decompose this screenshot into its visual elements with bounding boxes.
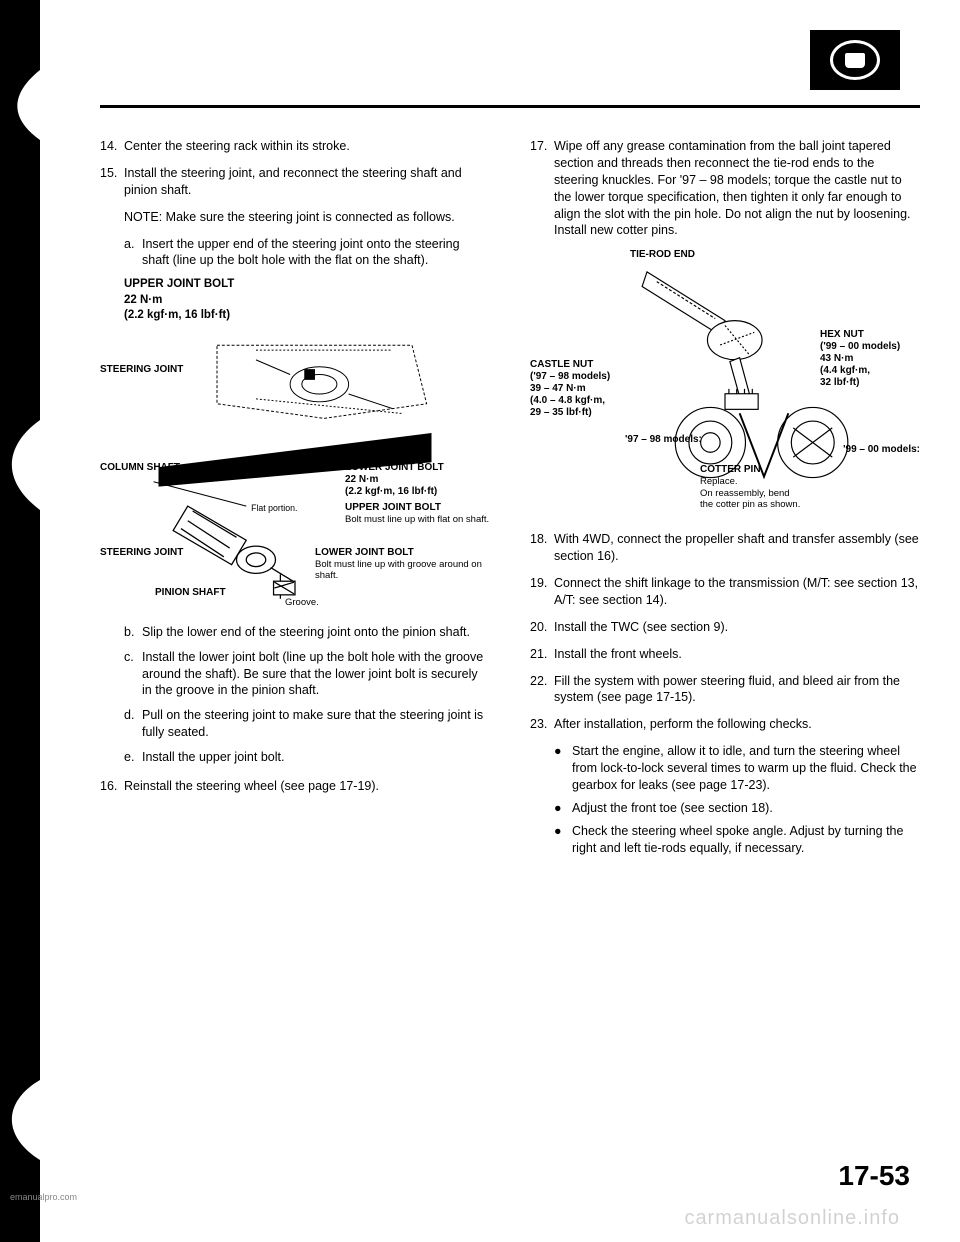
label-steering-joint-bottom: STEERING JOINT [100, 547, 183, 559]
label-cotter-pin: COTTER PIN Replace. On reassembly, bend … [700, 464, 870, 510]
binder-silhouette [0, 0, 60, 1242]
step-23: 23. After installation, perform the foll… [530, 716, 920, 733]
label-tie-rod-end: TIE-ROD END [630, 249, 695, 261]
step-text: Reinstall the steering wheel (see page 1… [124, 778, 490, 795]
note-15: NOTE: Make sure the steering joint is co… [124, 209, 490, 226]
figure-steering-joint: Flat portion. STEERING JOINT [100, 332, 490, 612]
sub-text: Install the upper joint bolt. [142, 749, 490, 766]
label-99-00-models: '99 – 00 models: [843, 444, 920, 456]
step-15d: d. Pull on the steering joint to make su… [124, 707, 490, 741]
label-hex-nut: HEX NUT ('99 – 00 models) 43 N·m (4.4 kg… [820, 329, 920, 389]
sub-num: b. [124, 624, 142, 641]
bullet-text: Adjust the front toe (see section 18). [572, 800, 920, 817]
page-content: 14. Center the steering rack within its … [60, 0, 960, 1242]
step-16: 16. Reinstall the steering wheel (see pa… [100, 778, 490, 795]
step-text: Install the steering joint, and reconnec… [124, 165, 490, 199]
label-groove: Groove. [285, 597, 319, 608]
step-text: After installation, perform the followin… [554, 716, 920, 733]
step-num: 22. [530, 673, 554, 707]
figure-tie-rod-end: TIE-ROD END CASTLE NUT ('97 – 98 models)… [530, 249, 920, 519]
right-column: 17. Wipe off any grease contamination fr… [530, 138, 920, 862]
step-23-bullet-2: ● Adjust the front toe (see section 18). [554, 800, 920, 817]
step-num: 17. [530, 138, 554, 239]
sub-text: Slip the lower end of the steering joint… [142, 624, 490, 641]
step-text: Center the steering rack within its stro… [124, 138, 490, 155]
left-column: 14. Center the steering rack within its … [100, 138, 490, 862]
step-text: Wipe off any grease contamination from t… [554, 138, 920, 239]
step-text: Fill the system with power steering flui… [554, 673, 920, 707]
label-upper-joint-bolt: UPPER JOINT BOLT Bolt must line up with … [345, 502, 490, 525]
torque-l2: 22 N·m [124, 293, 490, 309]
torque-l1: UPPER JOINT BOLT [124, 277, 490, 293]
bullet-icon: ● [554, 823, 572, 857]
step-text: With 4WD, connect the propeller shaft an… [554, 531, 920, 565]
bullet-icon: ● [554, 800, 572, 817]
header-rule [100, 105, 920, 108]
sub-text: Install the lower joint bolt (line up th… [142, 649, 490, 700]
step-14: 14. Center the steering rack within its … [100, 138, 490, 155]
footer-left: emanualpro.com [10, 1192, 77, 1202]
step-15: 15. Install the steering joint, and reco… [100, 165, 490, 199]
step-15c: c. Install the lower joint bolt (line up… [124, 649, 490, 700]
torque-l3: (2.2 kgf·m, 16 lbf·ft) [124, 308, 490, 324]
label-lower-joint-bolt-bottom: LOWER JOINT BOLT Bolt must line up with … [315, 547, 490, 582]
page-number: 17-53 [838, 1160, 910, 1192]
step-22: 22. Fill the system with power steering … [530, 673, 920, 707]
flat-portion-text: Flat portion. [251, 503, 297, 513]
label-steering-joint-top: STEERING JOINT [100, 364, 183, 376]
step-15b: b. Slip the lower end of the steering jo… [124, 624, 490, 641]
sub-text: Pull on the steering joint to make sure … [142, 707, 490, 741]
step-19: 19. Connect the shift linkage to the tra… [530, 575, 920, 609]
step-num: 14. [100, 138, 124, 155]
bullet-text: Start the engine, allow it to idle, and … [572, 743, 920, 794]
step-18: 18. With 4WD, connect the propeller shaf… [530, 531, 920, 565]
step-num: 23. [530, 716, 554, 733]
header-row [100, 20, 920, 90]
bullet-icon: ● [554, 743, 572, 794]
step-num: 20. [530, 619, 554, 636]
step-text: Connect the shift linkage to the transmi… [554, 575, 920, 609]
bullet-text: Check the steering wheel spoke angle. Ad… [572, 823, 920, 857]
two-columns: 14. Center the steering rack within its … [100, 138, 920, 862]
sub-num: d. [124, 707, 142, 741]
step-23-bullet-1: ● Start the engine, allow it to idle, an… [554, 743, 920, 794]
step-15e: e. Install the upper joint bolt. [124, 749, 490, 766]
sub-text: Insert the upper end of the steering joi… [142, 236, 490, 270]
binder-svg [0, 0, 60, 1242]
label-lower-joint-bolt-top: LOWER JOINT BOLT 22 N·m (2.2 kgf·m, 16 l… [345, 462, 490, 498]
upper-joint-bolt-torque: UPPER JOINT BOLT 22 N·m (2.2 kgf·m, 16 l… [124, 277, 490, 324]
step-15a: a. Insert the upper end of the steering … [124, 236, 490, 270]
step-num: 15. [100, 165, 124, 199]
srs-airbag-icon [810, 30, 900, 90]
sub-num: e. [124, 749, 142, 766]
step-21: 21. Install the front wheels. [530, 646, 920, 663]
step-23-bullet-3: ● Check the steering wheel spoke angle. … [554, 823, 920, 857]
label-97-98-models: '97 – 98 models: [625, 434, 702, 446]
step-text: Install the TWC (see section 9). [554, 619, 920, 636]
watermark: carmanualsonline.info [684, 1207, 900, 1230]
step-num: 16. [100, 778, 124, 795]
step-20: 20. Install the TWC (see section 9). [530, 619, 920, 636]
step-num: 19. [530, 575, 554, 609]
sub-num: a. [124, 236, 142, 270]
step-num: 18. [530, 531, 554, 565]
step-num: 21. [530, 646, 554, 663]
sub-num: c. [124, 649, 142, 700]
label-pinion-shaft: PINION SHAFT [155, 587, 226, 599]
label-castle-nut: CASTLE NUT ('97 – 98 models) 39 – 47 N·m… [530, 359, 630, 419]
step-17: 17. Wipe off any grease contamination fr… [530, 138, 920, 239]
label-column-shaft: COLUMN SHAFT [100, 462, 180, 474]
step-text: Install the front wheels. [554, 646, 920, 663]
